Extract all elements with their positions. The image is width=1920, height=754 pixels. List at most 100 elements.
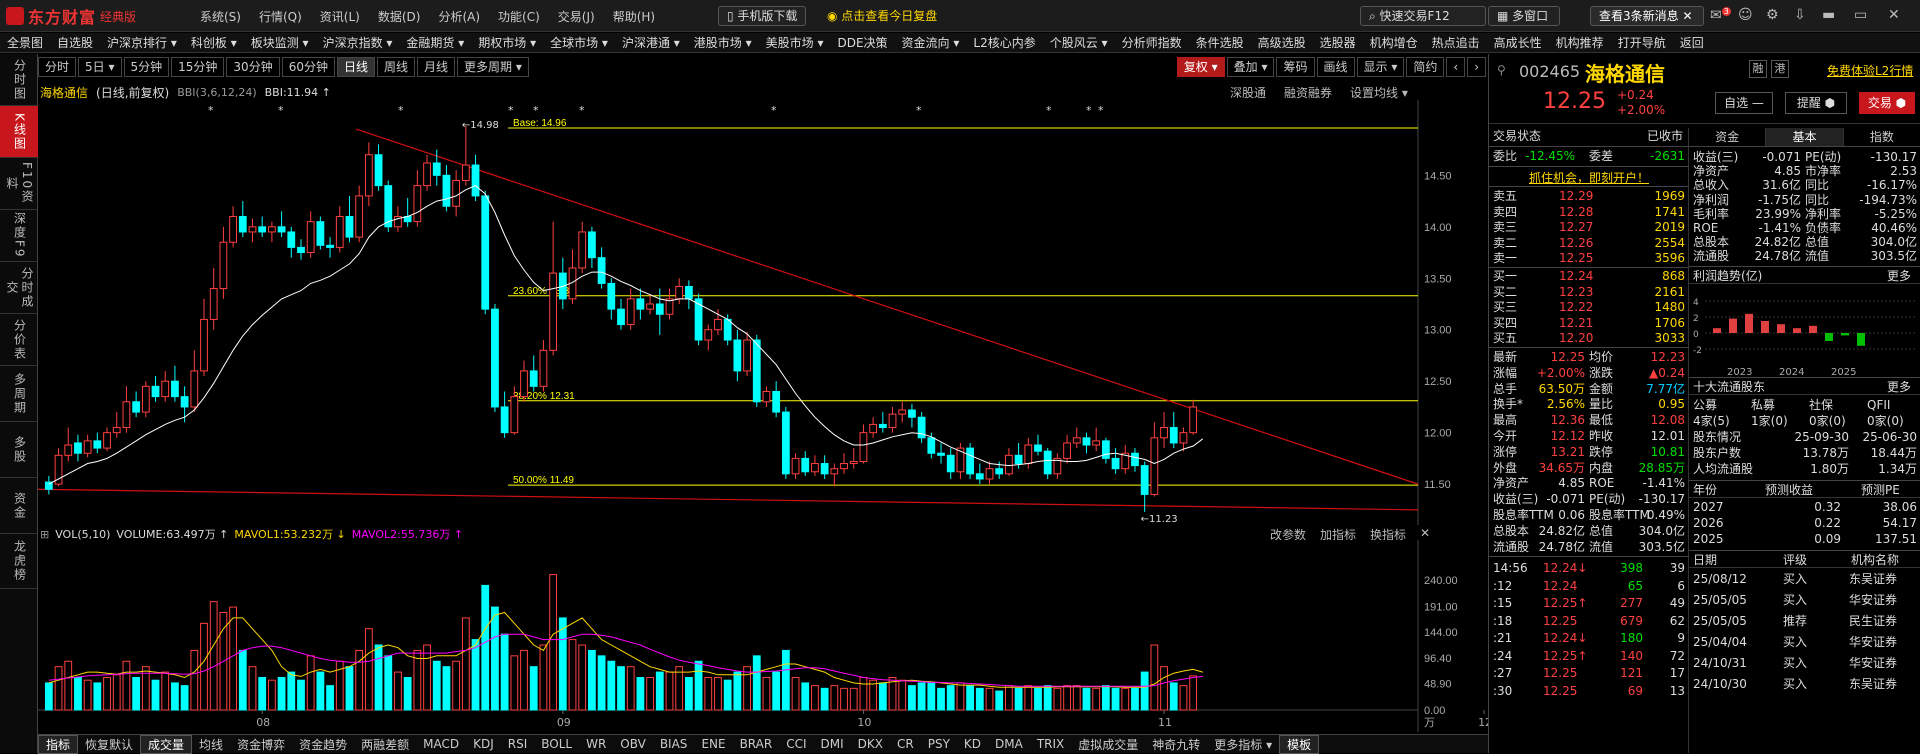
volume-bar[interactable] (248, 666, 257, 711)
volume-bar[interactable] (171, 682, 179, 711)
candle[interactable] (617, 298, 625, 330)
candle[interactable] (985, 461, 994, 485)
volume-bar[interactable] (238, 649, 247, 711)
candle[interactable] (481, 190, 490, 315)
tool-0[interactable]: 复权 ▾ (1176, 57, 1225, 77)
volume-bar[interactable] (869, 679, 878, 711)
volume-bar[interactable] (316, 671, 325, 711)
volume-bar[interactable] (723, 679, 732, 711)
indicator-tab-14[interactable]: ENE (701, 737, 726, 751)
candle[interactable] (54, 448, 63, 487)
volume-chart[interactable]: 240.00 191.00 144.00 96.40 48.90 0.00万 08 09 10 1… (38, 540, 1488, 732)
volume-bar[interactable] (161, 671, 170, 711)
volume-bar[interactable] (665, 671, 674, 711)
nav-item-7[interactable]: 期权市场 ▾ (478, 36, 537, 50)
volume-bar[interactable] (64, 660, 73, 711)
news-button[interactable]: 查看3条新消息 ✕ (1590, 6, 1704, 26)
indicator-tab-21[interactable]: KD (963, 737, 982, 751)
volume-bar[interactable] (636, 677, 645, 711)
candle[interactable] (762, 386, 771, 407)
tool-3[interactable]: 画线 (1316, 57, 1355, 77)
candle[interactable] (471, 154, 480, 202)
candle[interactable] (1131, 448, 1139, 472)
volume-bar[interactable] (200, 622, 208, 711)
indicator-tab-9[interactable]: RSI (507, 737, 528, 751)
candle[interactable] (1063, 434, 1071, 464)
indicator-tab-6[interactable]: 两融差额 (361, 737, 410, 752)
menu-item-1[interactable]: 行情(Q) (258, 9, 302, 24)
nav-item-18[interactable]: 高级选股 (1257, 36, 1306, 50)
vol-menu-icon[interactable]: ⊞ (40, 527, 50, 541)
volume-bar[interactable] (995, 690, 1004, 711)
candle[interactable] (1043, 448, 1052, 479)
candle[interactable] (258, 216, 267, 238)
indicator-tab-19[interactable]: CR (897, 737, 914, 751)
candle[interactable] (588, 226, 596, 268)
candle[interactable] (1169, 412, 1178, 449)
volume-bar[interactable] (287, 671, 296, 711)
candle[interactable] (64, 427, 73, 462)
volume-bar[interactable] (297, 679, 305, 711)
candle[interactable] (326, 237, 334, 258)
candle[interactable] (161, 370, 170, 402)
menu-item-3[interactable]: 数据(D) (377, 9, 421, 24)
candle[interactable] (384, 180, 393, 232)
event-marker-icon[interactable]: * (398, 104, 404, 117)
volume-bar[interactable] (1024, 685, 1033, 711)
volume-bar[interactable] (83, 679, 92, 711)
candle[interactable] (267, 221, 276, 243)
profit-more-link[interactable]: 更多 (1887, 269, 1912, 283)
candle[interactable] (539, 340, 548, 392)
candle[interactable] (229, 206, 237, 248)
indicator-tab-7[interactable]: MACD (423, 737, 460, 751)
volume-bar[interactable] (306, 655, 315, 711)
volume-bar[interactable] (946, 685, 955, 711)
nav-item-12[interactable]: DDE决策 (837, 36, 888, 50)
volume-bar[interactable] (937, 687, 945, 711)
candle[interactable] (1034, 434, 1042, 456)
prev-icon[interactable]: ‹ (1446, 57, 1466, 77)
view-tab-3[interactable]: 深度F9 (0, 210, 38, 262)
volume-bar[interactable] (558, 617, 567, 711)
volume-bar[interactable] (1053, 687, 1062, 711)
tool-5[interactable]: 简约 (1406, 57, 1445, 77)
fund-tab-0[interactable]: 资金 (1689, 128, 1767, 146)
candle[interactable] (956, 442, 965, 479)
skin-icon[interactable]: ⚙ (1766, 7, 1779, 23)
volume-bar[interactable] (277, 677, 286, 711)
candle[interactable] (442, 165, 451, 212)
volume-bar[interactable] (1092, 687, 1101, 711)
volume-bar[interactable] (985, 687, 994, 711)
volume-bar[interactable] (655, 671, 664, 711)
nav-item-13[interactable]: 资金流向 ▾ (901, 36, 960, 50)
volume-bar[interactable] (93, 682, 102, 711)
indicator-tab-16[interactable]: CCI (786, 737, 807, 751)
period-7[interactable]: 周线 (377, 57, 416, 77)
volume-bar[interactable] (966, 685, 975, 711)
candle[interactable] (801, 451, 810, 476)
candle[interactable] (287, 226, 296, 258)
volume-bar[interactable] (917, 682, 926, 711)
nav-item-14[interactable]: L2核心内参 (973, 36, 1036, 50)
volume-bar[interactable] (1063, 685, 1071, 711)
volume-bar[interactable] (1140, 671, 1149, 711)
menu-item-4[interactable]: 分析(A) (438, 9, 481, 24)
event-marker-icon[interactable]: * (278, 104, 284, 117)
candle[interactable] (646, 293, 654, 315)
candle[interactable] (781, 406, 790, 479)
view-tab-4[interactable]: 分时成交 (0, 262, 38, 314)
indicator-tab-5[interactable]: 资金趋势 (299, 737, 348, 752)
period-2[interactable]: 5分钟 (123, 57, 170, 77)
event-marker-icon[interactable]: * (533, 104, 539, 117)
tool-2[interactable]: 筹码 (1276, 57, 1315, 77)
nav-item-1[interactable]: 自选股 (57, 36, 94, 50)
candle[interactable] (1072, 427, 1081, 449)
indicator-tab-24[interactable]: 虚拟成交量 (1078, 737, 1139, 752)
nav-item-5[interactable]: 沪深京指数 ▾ (322, 36, 393, 50)
volume-bar[interactable] (811, 685, 819, 711)
indicator-tab-10[interactable]: BOLL (541, 737, 573, 751)
volume-bar[interactable] (103, 677, 111, 711)
kline-chart[interactable]: 14.50 14.00 13.50 13.00 12.50 12.00 11.50 Base:… (38, 100, 1488, 525)
candle[interactable] (898, 401, 907, 423)
candle[interactable] (626, 288, 635, 330)
